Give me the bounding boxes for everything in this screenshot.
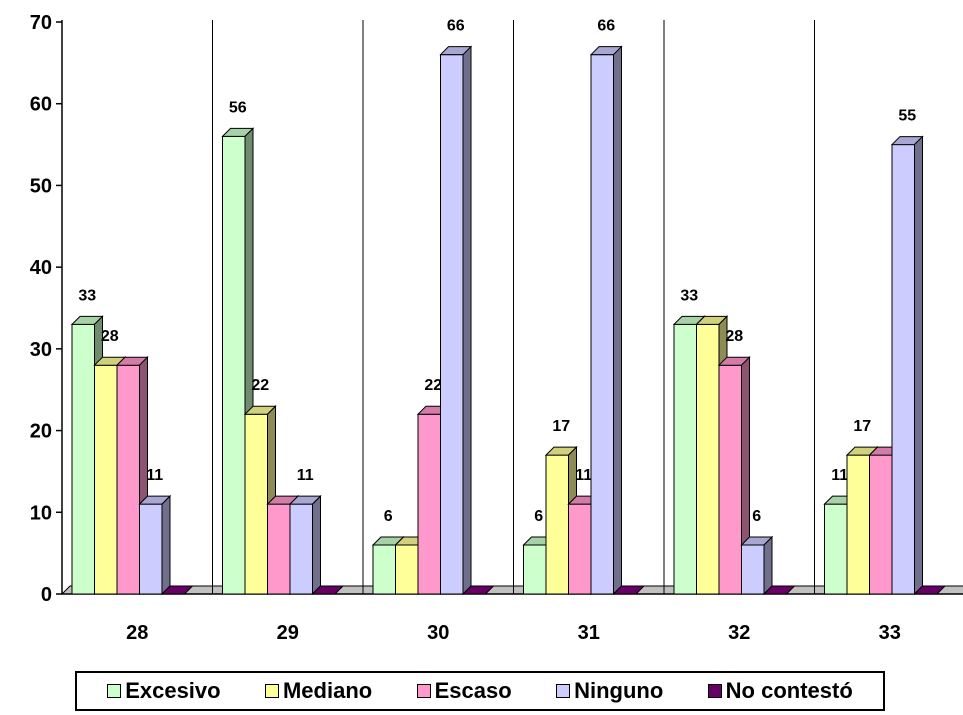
bar-mediano <box>696 323 720 595</box>
data-label: 17 <box>552 418 570 435</box>
data-label: 11 <box>297 467 314 484</box>
bar-ninguno <box>891 144 915 595</box>
legend-swatch <box>707 684 722 698</box>
bar-no-contestó <box>311 585 345 595</box>
data-label: 28 <box>101 328 119 345</box>
legend-label: Excesivo <box>125 678 221 703</box>
legend-swatch <box>107 684 122 698</box>
y-tick-label: 30 <box>30 339 52 361</box>
legend-label: Ninguno <box>574 678 664 703</box>
bar-no-contestó <box>762 585 796 595</box>
bar-escaso <box>568 503 592 595</box>
y-tick-label: 0 <box>41 584 52 606</box>
chart-legend: Excesivo Mediano Escaso Ninguno No contestó <box>75 671 885 711</box>
bar-excesivo <box>673 323 697 595</box>
legend-swatch <box>264 684 279 698</box>
bar-mediano <box>395 544 419 595</box>
bar-escaso <box>267 503 291 595</box>
data-label: 6 <box>752 508 761 525</box>
x-tick-label: 31 <box>578 622 600 644</box>
legend-item: No contestó <box>707 678 853 704</box>
data-label: 11 <box>575 467 592 484</box>
bar-excesivo <box>222 135 246 595</box>
data-label: 33 <box>680 287 698 304</box>
bar-escaso <box>869 454 893 595</box>
data-label: 6 <box>384 508 393 525</box>
x-tick-label: 29 <box>277 622 299 644</box>
bar-ninguno <box>289 503 313 595</box>
bar-ninguno <box>440 54 464 595</box>
data-label: 55 <box>898 108 916 125</box>
bar-mediano <box>545 454 569 595</box>
bar-side <box>161 494 171 596</box>
bar-no-contestó <box>913 585 947 595</box>
data-label: 66 <box>447 18 465 35</box>
data-label: 11 <box>146 467 163 484</box>
data-label: 66 <box>597 18 615 35</box>
x-tick-label: 33 <box>879 622 901 644</box>
legend-item: Escaso <box>416 678 512 704</box>
y-tick-label: 40 <box>30 257 52 279</box>
data-label: 22 <box>251 377 269 394</box>
bar-side <box>914 135 923 596</box>
bar-side <box>763 535 773 596</box>
data-label: 17 <box>853 418 871 435</box>
y-tick-label: 60 <box>30 94 52 116</box>
x-tick-label: 30 <box>427 622 449 644</box>
y-tick-label: 70 <box>30 12 52 34</box>
data-label: 22 <box>424 377 442 394</box>
data-label: 33 <box>78 287 96 304</box>
bar-no-contestó <box>461 585 495 595</box>
legend-item: Excesivo <box>107 678 221 704</box>
bar-escaso <box>116 364 140 595</box>
legend-label: No contestó <box>725 678 853 703</box>
bar-ninguno <box>139 503 163 595</box>
x-tick-label: 28 <box>126 622 148 644</box>
legend-swatch <box>556 684 571 698</box>
x-tick-label: 32 <box>728 622 750 644</box>
bar-chart: 0 10 20 30 40 50 60 70 33 28 11 28 56 22 11 29 6 22 66 30 6 1… <box>30 12 963 644</box>
data-label: 28 <box>725 328 743 345</box>
bar-ninguno <box>590 54 614 595</box>
data-label: 11 <box>831 467 848 484</box>
bar-side <box>312 494 321 596</box>
data-label: 56 <box>229 99 247 116</box>
y-tick-label: 10 <box>30 502 52 524</box>
bar-excesivo <box>71 323 95 595</box>
legend-label: Escaso <box>434 678 512 703</box>
legend-label: Mediano <box>282 678 373 703</box>
y-tick-label: 20 <box>30 421 52 443</box>
bar-side <box>462 45 472 596</box>
legend-swatch <box>416 684 431 698</box>
legend-item: Ninguno <box>556 678 663 704</box>
bar-excesivo <box>372 544 396 595</box>
bar-mediano <box>846 454 870 595</box>
bar-escaso <box>417 413 441 595</box>
bar-excesivo <box>523 544 547 595</box>
legend-item: Mediano <box>264 678 373 704</box>
y-tick-label: 50 <box>30 175 52 197</box>
data-label: 6 <box>534 508 543 525</box>
bar-side <box>613 45 622 596</box>
bar-no-contestó <box>160 585 194 595</box>
bar-mediano <box>244 413 268 595</box>
bar-mediano <box>94 364 118 595</box>
bar-excesivo <box>824 503 848 595</box>
bar-ninguno <box>741 544 765 595</box>
bar-no-contestó <box>612 585 646 595</box>
bar-escaso <box>718 364 742 595</box>
